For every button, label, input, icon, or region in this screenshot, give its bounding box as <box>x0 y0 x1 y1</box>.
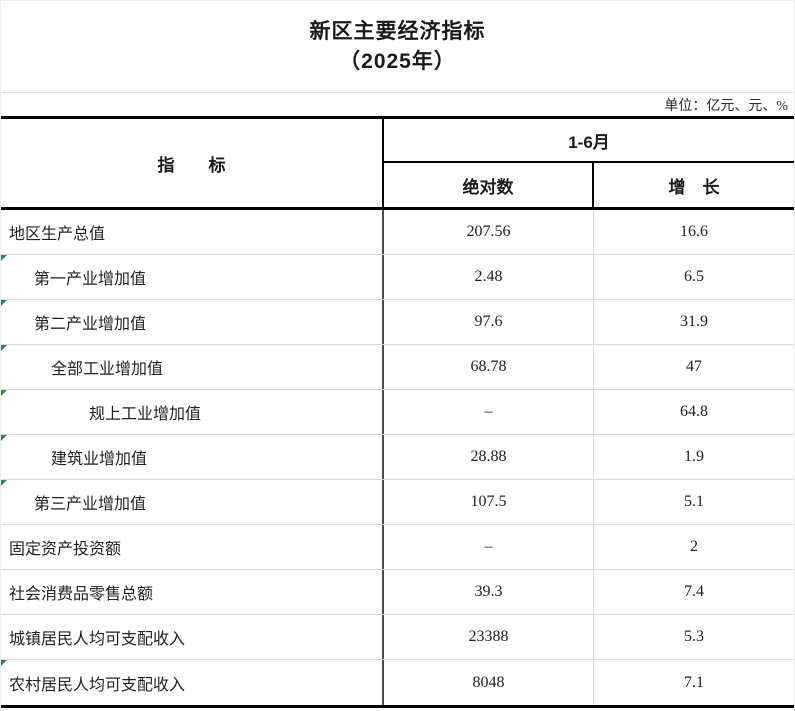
growth-value-cell: 31.9 <box>680 313 708 330</box>
growth-value-cell: 5.3 <box>684 628 704 645</box>
comment-flag-icon <box>1 300 7 306</box>
indicator-label: 城镇居民人均可支配收入 <box>9 631 186 648</box>
indicator-cell: 城镇居民人均可支配收入 <box>1 615 384 659</box>
indicator-label: 第三产业增加值 <box>34 496 147 513</box>
growth-value-cell: 16.6 <box>680 223 708 240</box>
absolute-value-cell: 68.78 <box>384 345 594 389</box>
column-header-growth: 增 长 <box>668 177 720 197</box>
growth-value-cell: 2 <box>690 538 698 555</box>
absolute-value-cell: 28.88 <box>384 435 594 479</box>
comment-flag-icon <box>1 660 7 666</box>
growth-value-cell: 7.1 <box>684 673 704 691</box>
indicator-cell: 建筑业增加值 <box>1 435 384 479</box>
table-row: 第二产业增加值 97.6 31.9 <box>1 300 794 345</box>
table-body: 地区生产总值 207.56 16.6 第一产业增加值 2.48 6.5 第二产业… <box>1 210 794 708</box>
column-header-absolute: 绝对数 <box>384 163 594 207</box>
comment-flag-icon <box>1 345 7 351</box>
indicator-label: 固定资产投资额 <box>9 541 122 558</box>
title-block: 新区主要经济指标 （2025年） <box>1 1 794 93</box>
indicator-cell: 第二产业增加值 <box>1 300 384 344</box>
indicator-label: 农村居民人均可支配收入 <box>9 676 186 694</box>
column-header-indicator: 指 标 <box>1 119 384 207</box>
comment-flag-icon <box>1 255 7 261</box>
table-header: 指 标 1-6月 绝对数 增 长 <box>1 119 794 210</box>
table-row: 规上工业增加值 – 64.8 <box>1 390 794 435</box>
indicator-cell: 地区生产总值 <box>1 210 384 254</box>
indicator-cell: 社会消费品零售总额 <box>1 570 384 614</box>
indicator-cell: 固定资产投资额 <box>1 525 384 569</box>
table-row: 固定资产投资额 – 2 <box>1 525 794 570</box>
table-row: 地区生产总值 207.56 16.6 <box>1 210 794 255</box>
page-title: 新区主要经济指标 <box>309 20 486 44</box>
comment-flag-icon <box>1 435 7 441</box>
indicator-cell: 农村居民人均可支配收入 <box>1 660 384 705</box>
indicator-label: 第二产业增加值 <box>34 316 147 333</box>
absolute-value-cell: 23388 <box>384 615 594 659</box>
table-row: 第三产业增加值 107.5 5.1 <box>1 480 794 525</box>
growth-value-cell: 7.4 <box>684 583 704 600</box>
absolute-value-cell: 2.48 <box>384 255 594 299</box>
indicator-label: 社会消费品零售总额 <box>9 586 154 603</box>
indicator-label: 地区生产总值 <box>9 226 106 243</box>
indicator-label: 全部工业增加值 <box>51 361 164 378</box>
indicator-cell: 第一产业增加值 <box>1 255 384 299</box>
absolute-value-cell: 39.3 <box>384 570 594 614</box>
growth-value-cell: 47 <box>686 358 702 375</box>
table-row: 社会消费品零售总额 39.3 7.4 <box>1 570 794 615</box>
comment-flag-icon <box>1 480 7 486</box>
absolute-value-cell: 97.6 <box>384 300 594 344</box>
comment-flag-icon <box>1 390 7 396</box>
column-header-period: 1-6月 <box>384 119 794 163</box>
indicator-label: 规上工业增加值 <box>89 406 202 423</box>
absolute-value-cell: 8048 <box>384 660 594 705</box>
absolute-value-cell: – <box>384 525 594 569</box>
indicator-cell: 规上工业增加值 <box>1 390 384 434</box>
table-row: 城镇居民人均可支配收入 23388 5.3 <box>1 615 794 660</box>
table-header-subrow: 绝对数 增 长 <box>384 163 794 207</box>
growth-value-cell: 6.5 <box>684 268 704 285</box>
indicator-cell: 全部工业增加值 <box>1 345 384 389</box>
growth-value-cell: 64.8 <box>680 403 708 420</box>
indicator-label: 建筑业增加值 <box>51 451 148 468</box>
absolute-value-cell: 107.5 <box>384 480 594 524</box>
table-row: 农村居民人均可支配收入 8048 7.1 <box>1 660 794 705</box>
growth-value-cell: 5.1 <box>684 493 704 510</box>
absolute-value-cell: – <box>384 390 594 434</box>
unit-note-row: 单位：亿元、元、% <box>1 93 794 119</box>
unit-note: 单位：亿元、元、% <box>664 98 788 114</box>
table-row: 全部工业增加值 68.78 47 <box>1 345 794 390</box>
table-row: 建筑业增加值 28.88 1.9 <box>1 435 794 480</box>
page-subtitle-year: （2025年） <box>339 49 456 73</box>
table-header-right: 1-6月 绝对数 增 长 <box>384 119 794 207</box>
table-row: 第一产业增加值 2.48 6.5 <box>1 255 794 300</box>
growth-value-cell: 1.9 <box>684 448 704 465</box>
indicator-label: 第一产业增加值 <box>34 271 147 288</box>
absolute-value-cell: 207.56 <box>384 210 594 254</box>
indicator-cell: 第三产业增加值 <box>1 480 384 524</box>
